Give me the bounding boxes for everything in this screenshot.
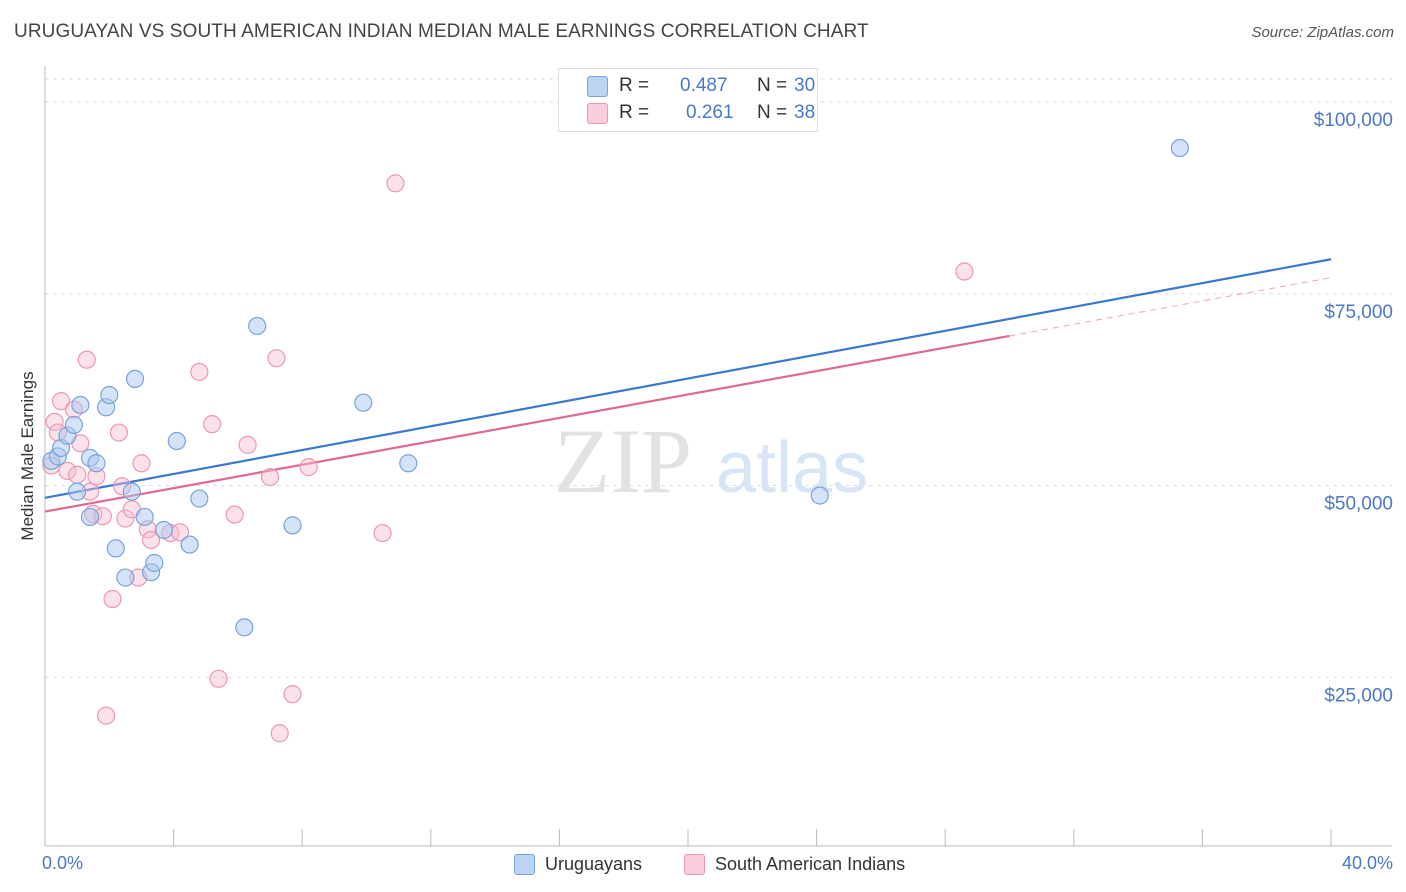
point-uruguayan bbox=[190, 489, 209, 508]
legend-n-value: 38 bbox=[794, 102, 816, 123]
point-uruguayan bbox=[87, 454, 106, 473]
point-south-american-indian bbox=[373, 523, 392, 543]
point-south-american-indian bbox=[386, 174, 405, 193]
bottom-legend-swatch-pink bbox=[684, 853, 705, 875]
point-uruguayan bbox=[71, 395, 90, 415]
point-uruguayan bbox=[125, 369, 145, 388]
legend-r-label: R = bbox=[619, 75, 650, 96]
bottom-legend-label: Uruguayans bbox=[545, 853, 643, 874]
legend-r-label: R = bbox=[619, 102, 650, 123]
point-uruguayan bbox=[122, 482, 141, 501]
point-uruguayan bbox=[354, 393, 373, 412]
bottom-legend-label: South American Indians bbox=[715, 853, 906, 874]
point-south-american-indian bbox=[203, 415, 222, 434]
legend-n-label: N = bbox=[757, 75, 788, 96]
point-south-american-indian bbox=[260, 467, 280, 487]
legend-r-value: 0.261 bbox=[686, 102, 734, 123]
trend-line-uruguayans bbox=[44, 258, 1332, 499]
point-uruguayan bbox=[145, 553, 164, 573]
point-south-american-indian bbox=[141, 530, 161, 550]
point-uruguayan bbox=[135, 507, 154, 527]
point-uruguayan bbox=[167, 431, 186, 451]
x-tick-label-max: 40.0% bbox=[1342, 853, 1393, 873]
point-uruguayan bbox=[248, 316, 267, 336]
point-south-american-indian bbox=[283, 685, 302, 704]
y-tick-label: $75,000 bbox=[1324, 302, 1393, 323]
point-uruguayan bbox=[810, 486, 829, 505]
point-uruguayan bbox=[154, 520, 174, 540]
point-south-american-indian bbox=[955, 262, 974, 281]
watermark-atlas: atlas bbox=[716, 428, 868, 508]
point-south-american-indian bbox=[238, 435, 257, 454]
legend-swatch-blue bbox=[587, 75, 608, 97]
stats-legend: R = 0.487 N = 30 R = 0.261 N = 38 bbox=[558, 68, 818, 132]
point-uruguayan bbox=[80, 507, 100, 527]
point-south-american-indian bbox=[96, 706, 116, 725]
tick-labels: $25,000 $50,000 $75,000 $100,000 0.0% 40.0% bbox=[42, 110, 1393, 873]
point-south-american-indian bbox=[270, 724, 289, 743]
point-south-american-indian bbox=[132, 454, 151, 473]
point-uruguayan bbox=[235, 618, 254, 637]
point-south-american-indian bbox=[45, 412, 64, 431]
legend-r-value: 0.487 bbox=[680, 75, 728, 96]
point-uruguayan bbox=[399, 454, 418, 473]
point-south-american-indian bbox=[77, 350, 96, 369]
point-south-american-indian bbox=[225, 505, 244, 524]
point-uruguayan bbox=[180, 535, 199, 554]
point-south-american-indian bbox=[299, 458, 318, 477]
point-south-american-indian bbox=[190, 362, 209, 382]
point-uruguayan bbox=[106, 539, 125, 558]
bottom-legend-uruguayans: Uruguayans bbox=[514, 852, 642, 876]
point-uruguayan bbox=[100, 385, 119, 405]
point-south-american-indian bbox=[68, 465, 87, 484]
point-south-american-indian bbox=[109, 423, 129, 442]
point-south-american-indian bbox=[267, 349, 286, 368]
point-uruguayan bbox=[1170, 138, 1189, 158]
point-uruguayan bbox=[116, 568, 135, 587]
point-uruguayan bbox=[283, 516, 302, 535]
point-uruguayan bbox=[68, 482, 87, 501]
trend-line-extension bbox=[1009, 277, 1332, 337]
point-south-american-indian bbox=[209, 669, 228, 688]
legend-swatch-pink bbox=[587, 102, 608, 124]
data-points bbox=[42, 138, 1189, 743]
legend-n-label: N = bbox=[757, 102, 788, 123]
point-south-american-indian bbox=[58, 461, 77, 481]
point-south-american-indian bbox=[116, 509, 135, 528]
chart-title: URUGUAYAN VS SOUTH AMERICAN INDIAN MEDIA… bbox=[14, 21, 869, 42]
source-label: Source: ZipAtlas.com bbox=[1251, 24, 1394, 41]
point-south-american-indian bbox=[51, 392, 71, 411]
watermark-zip: ZIP bbox=[554, 410, 692, 512]
bottom-legend-south-american-indians: South American Indians bbox=[684, 852, 905, 876]
y-tick-label: $25,000 bbox=[1324, 685, 1393, 706]
legend-n-value: 30 bbox=[794, 75, 816, 96]
trend-lines bbox=[44, 258, 1332, 513]
grid-lines bbox=[45, 78, 1392, 678]
trend-line-south-american-indians bbox=[44, 334, 1010, 513]
watermark: ZIP atlas bbox=[554, 410, 868, 512]
y-tick-label: $50,000 bbox=[1324, 494, 1393, 515]
y-tick-label: $100,000 bbox=[1314, 110, 1393, 131]
bottom-legend-swatch-blue bbox=[514, 853, 535, 875]
x-tick-label-min: 0.0% bbox=[42, 853, 83, 873]
point-south-american-indian bbox=[103, 589, 122, 609]
point-uruguayan bbox=[64, 415, 84, 435]
